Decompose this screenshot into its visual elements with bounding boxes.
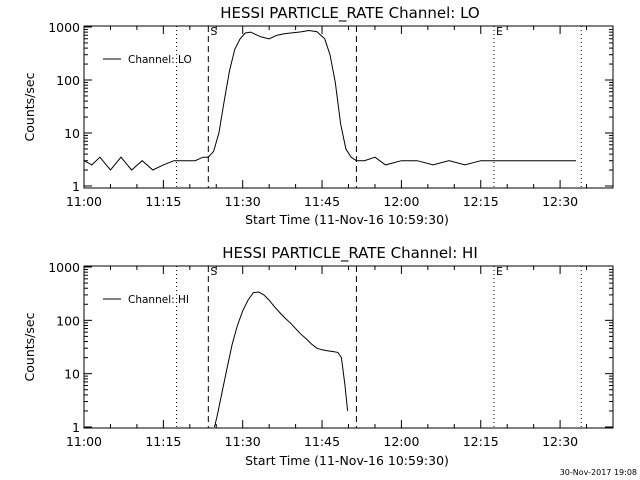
- panel-lo-xtick-label-5: 12:15: [463, 194, 499, 209]
- panel-hi-title: HESSI PARTICLE_RATE Channel: HI: [222, 244, 478, 263]
- panel-lo-ticks: [83, 26, 614, 188]
- panel-hi-xtick-label-1: 11:15: [145, 434, 181, 449]
- panel-hi-ytick-label-0: 1: [72, 420, 80, 435]
- panel-hi-frame: [83, 265, 614, 429]
- panel-hi-tick-labels: 11:00 11:15 11:30 11:45 12:00 12:15 12:30 1 10 10…: [48, 260, 578, 449]
- panel-lo-xtick-label-1: 11:15: [145, 194, 181, 209]
- panel-hi-xtick-label-2: 11:30: [225, 434, 261, 449]
- panel-lo-xlabel: Start Time (11-Nov-16 10:59:30): [245, 212, 449, 227]
- panel-hi-ticks: [83, 266, 614, 428]
- panel-lo-ytick-label-0: 1: [72, 179, 80, 194]
- panel-hi-xtick-label-3: 11:45: [304, 434, 340, 449]
- panel-lo-xtick-label-6: 12:30: [542, 194, 578, 209]
- panel-hi-xtick-label-4: 12:00: [383, 434, 419, 449]
- panel-lo-tick-labels: 11:00 11:15 11:30 11:45 12:00 12:15 12:30 1 10 10…: [48, 20, 578, 209]
- panel-hi-ylabel: Counts/sec: [22, 312, 37, 381]
- panel-hi-marker-label-3: E: [496, 265, 503, 278]
- panel-hi-legend-label: Channel: HI: [128, 294, 189, 306]
- panel-lo-ylabel: Counts/sec: [22, 72, 37, 141]
- panel-lo-title: HESSI PARTICLE_RATE Channel: LO: [220, 4, 479, 23]
- panel-lo-marker-label-3: E: [496, 25, 503, 38]
- panel-lo-ytick-label-3: 1000: [48, 20, 80, 35]
- panel-lo-frame: [83, 25, 614, 189]
- panel-hi-marker-label-0: S: [210, 265, 217, 278]
- panel-lo-legend-label: Channel: LO: [128, 54, 192, 66]
- plot-timestamp: 30-Nov-2017 19:08: [560, 468, 637, 477]
- panel-hi-ytick-label-1: 10: [64, 367, 80, 382]
- panel-lo-xtick-label-0: 11:00: [66, 194, 102, 209]
- panel-lo-xtick-label-3: 11:45: [304, 194, 340, 209]
- panel-hi-series-line: [214, 291, 349, 428]
- panel-hi-ytick-label-3: 1000: [48, 260, 80, 275]
- panel-lo-marker-label-0: S: [210, 25, 217, 38]
- panel-lo-series-line: [83, 29, 576, 171]
- panel-lo-ytick-label-1: 10: [64, 126, 80, 141]
- panel-hi-xlabel: Start Time (11-Nov-16 10:59:30): [245, 453, 449, 468]
- panel-lo-xtick-label-4: 12:00: [383, 194, 419, 209]
- panel-hi-xtick-label-6: 12:30: [542, 434, 578, 449]
- panel-lo-xtick-label-2: 11:30: [225, 194, 261, 209]
- panel-hi-xtick-label-5: 12:15: [463, 434, 499, 449]
- panel-hi-ytick-label-2: 100: [56, 313, 80, 328]
- panel-lo-ytick-label-2: 100: [56, 73, 80, 88]
- panel-hi-xtick-label-0: 11:00: [66, 434, 102, 449]
